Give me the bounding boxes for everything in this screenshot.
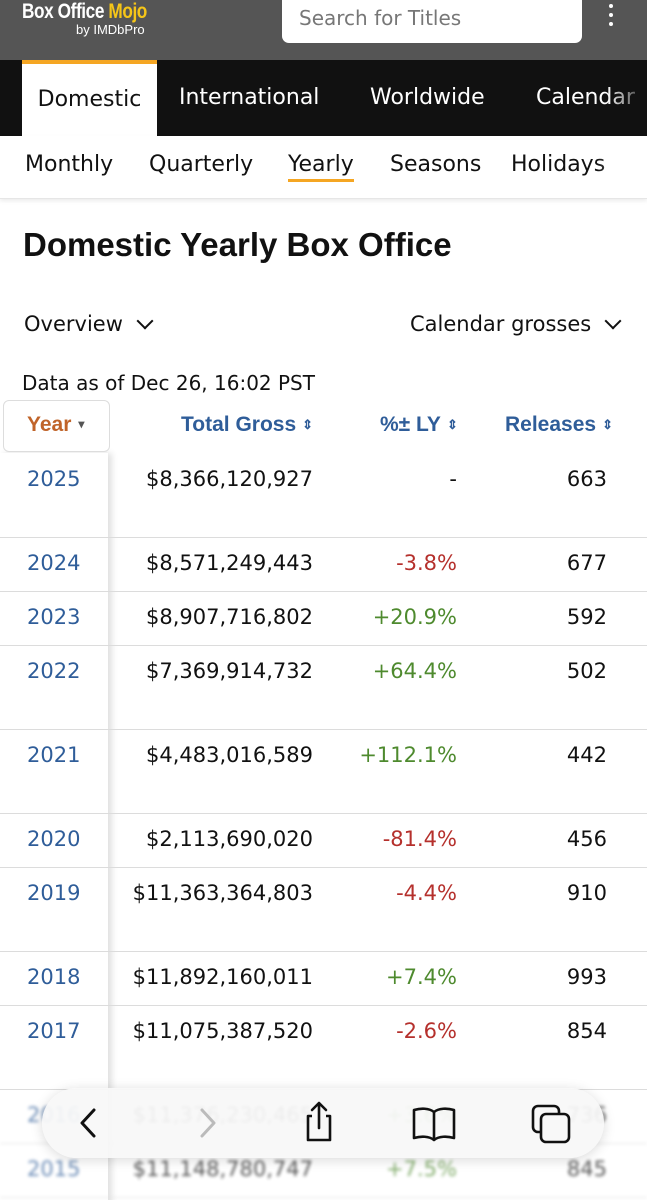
year-link[interactable]: 2017 (27, 1019, 81, 1043)
logo-text: Box Office (22, 0, 109, 23)
pct-change: -81.4% (382, 827, 457, 851)
year-link[interactable]: 2025 (27, 467, 81, 491)
sort-descending-icon: ▾ (78, 417, 85, 431)
grosses-dropdown[interactable]: Calendar grosses (410, 312, 622, 336)
header-pct-ly[interactable]: %± LY ⇕ (380, 413, 458, 437)
tab-quarterly[interactable]: Quarterly (149, 152, 254, 177)
table-row: 2024 $8,571,249,443 -3.8% 677 (0, 537, 647, 592)
tab-worldwide[interactable]: Worldwide (370, 85, 485, 110)
releases-count: 663 (566, 467, 607, 491)
table-row: 2025 $8,366,120,927 - 663 (0, 453, 647, 538)
total-gross: $8,366,120,927 (146, 467, 313, 491)
pct-change: -2.6% (396, 1019, 457, 1043)
tab-seasons[interactable]: Seasons (390, 152, 482, 177)
total-gross: $11,892,160,011 (132, 965, 313, 989)
primary-nav: Domestic International Worldwide Calenda… (0, 60, 647, 136)
releases-count: 910 (566, 881, 607, 905)
tab-monthly[interactable]: Monthly (25, 152, 114, 177)
table-row: 2021 $4,483,016,589 +112.1% 442 (0, 729, 647, 814)
releases-count: 677 (566, 551, 607, 575)
table-row: 2019 $11,363,364,803 -4.4% 910 (0, 867, 647, 952)
overview-label: Overview (24, 312, 123, 336)
grosses-label: Calendar grosses (410, 312, 592, 336)
table-row: 2022 $7,369,914,732 +64.4% 502 (0, 645, 647, 730)
total-gross: $11,075,387,520 (132, 1019, 313, 1043)
header-year[interactable]: Year ▾ (27, 413, 84, 437)
year-link[interactable]: 2015 (27, 1157, 81, 1181)
total-gross: $2,113,690,020 (146, 827, 313, 851)
releases-count: 845 (566, 1157, 607, 1181)
year-link[interactable]: 2023 (27, 605, 81, 629)
browser-toolbar (42, 1088, 604, 1158)
table-row: 2018 $11,892,160,011 +7.4% 993 (0, 951, 647, 1006)
logo-subtitle: by IMDbPro (76, 22, 145, 37)
table-row: 2020 $2,113,690,020 -81.4% 456 (0, 813, 647, 868)
header-pct-ly-label: %± LY (380, 413, 441, 436)
total-gross: $8,907,716,802 (146, 605, 313, 629)
forward-icon[interactable] (172, 1088, 242, 1158)
total-gross: $4,483,016,589 (146, 743, 313, 767)
header-releases-label: Releases (505, 413, 597, 436)
table-row: 2023 $8,907,716,802 +20.9% 592 (0, 591, 647, 646)
tab-international[interactable]: International (179, 85, 320, 110)
header-releases[interactable]: Releases ⇕ (505, 413, 613, 437)
releases-count: 592 (566, 605, 607, 629)
pct-change: -3.8% (396, 551, 457, 575)
share-icon[interactable] (284, 1088, 354, 1158)
secondary-nav: Monthly Quarterly Yearly Seasons Holiday… (0, 136, 647, 199)
releases-count: 502 (566, 659, 607, 683)
releases-count: 456 (566, 827, 607, 851)
pct-change: +7.5% (386, 1157, 457, 1181)
releases-count: 993 (566, 965, 607, 989)
sort-icon: ⇕ (602, 417, 613, 432)
overview-dropdown[interactable]: Overview (24, 312, 154, 336)
data-timestamp: Data as of Dec 26, 16:02 PST (22, 371, 315, 395)
year-link[interactable]: 2022 (27, 659, 81, 683)
pct-change: - (449, 467, 457, 491)
yearly-box-office-table: 2025 $8,366,120,927 - 663 2024 $8,571,249,443… (0, 398, 647, 1200)
logo-wordmark: Box Office Mojo (22, 0, 147, 24)
sort-icon: ⇕ (302, 417, 314, 432)
total-gross: $8,571,249,443 (146, 551, 313, 575)
more-menu-icon[interactable] (603, 2, 619, 30)
pct-change: +7.4% (386, 965, 457, 989)
scroll-fade (597, 136, 647, 198)
table-row: 2017 $11,075,387,520 -2.6% 854 (0, 1005, 647, 1090)
site-header: Box Office Mojo by IMDbPro Search for Ti… (0, 0, 647, 60)
tab-yearly[interactable]: Yearly (288, 152, 354, 182)
year-link[interactable]: 2024 (27, 551, 81, 575)
year-header-box (3, 400, 110, 452)
scroll-fade (607, 60, 647, 136)
total-gross: $7,369,914,732 (146, 659, 313, 683)
total-gross: $11,363,364,803 (132, 881, 313, 905)
sticky-year-column (0, 453, 108, 1200)
releases-count: 442 (566, 743, 607, 767)
tabs-icon[interactable] (517, 1088, 587, 1158)
chevron-down-icon (604, 312, 622, 329)
year-link[interactable]: 2021 (27, 743, 81, 767)
page-title: Domestic Yearly Box Office (23, 226, 452, 263)
header-year-label: Year (27, 413, 72, 436)
releases-count: 854 (566, 1019, 607, 1043)
tab-domestic[interactable]: Domestic (22, 60, 157, 136)
header-total-gross[interactable]: Total Gross ⇕ (181, 413, 313, 437)
tab-holidays[interactable]: Holidays (511, 152, 606, 177)
sort-icon: ⇕ (446, 417, 458, 432)
pct-change: +64.4% (372, 659, 457, 683)
bookmarks-icon[interactable] (399, 1088, 469, 1158)
table-header: Year ▾ Total Gross ⇕ %± LY ⇕ Releases ⇕ (0, 398, 647, 453)
logo-text-accent: Mojo (108, 0, 147, 23)
header-total-gross-label: Total Gross (181, 413, 297, 436)
table-row: 2015 $11,148,780,747 +7.5% 845 (0, 1143, 647, 1198)
chevron-down-icon (136, 312, 154, 329)
pct-change: +112.1% (359, 743, 457, 767)
pct-change: +20.9% (372, 605, 457, 629)
search-input[interactable]: Search for Titles (282, 0, 582, 43)
year-link[interactable]: 2019 (27, 881, 81, 905)
total-gross: $11,148,780,747 (132, 1157, 313, 1181)
back-icon[interactable] (54, 1088, 124, 1158)
pct-change: -4.4% (396, 881, 457, 905)
year-link[interactable]: 2018 (27, 965, 81, 989)
year-link[interactable]: 2020 (27, 827, 81, 851)
